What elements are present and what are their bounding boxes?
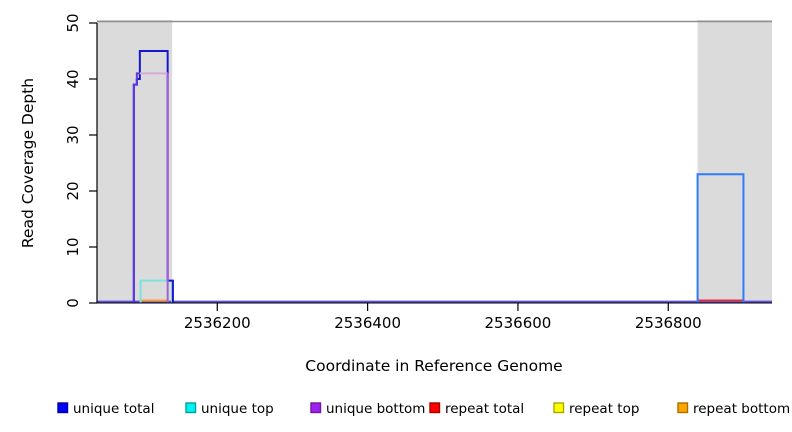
legend-swatch <box>553 402 565 414</box>
coverage-series <box>97 50 772 303</box>
x-tick-label: 2536800 <box>635 314 702 332</box>
legend-label: unique bottom <box>326 401 425 417</box>
legend-swatch <box>185 402 197 414</box>
legend-swatch <box>310 402 322 414</box>
y-tick-labels: 0 10 20 30 40 50 <box>64 13 82 307</box>
y-tick-label: 30 <box>64 125 82 144</box>
legend-item: repeat total <box>429 401 524 417</box>
shaded-regions <box>97 20 772 303</box>
legend-label: repeat bottom <box>693 401 790 417</box>
legend-label: repeat top <box>569 401 639 417</box>
legend-swatch <box>57 402 69 414</box>
legend: unique total unique top unique bottom repea… <box>57 401 790 417</box>
legend-item: repeat bottom <box>677 401 790 417</box>
unique-bottom-left-edge <box>132 72 141 303</box>
legend-item: repeat top <box>553 401 639 417</box>
y-tick-label: 10 <box>64 237 82 256</box>
x-axis-title: Coordinate in Reference Genome <box>305 357 562 375</box>
legend-item: unique total <box>57 401 154 417</box>
y-tick-label: 0 <box>64 298 82 308</box>
x-tick-label: 2536400 <box>334 314 401 332</box>
axes <box>89 22 772 311</box>
y-tick-label: 20 <box>64 181 82 200</box>
y-tick-label: 40 <box>64 69 82 88</box>
legend-swatch <box>677 402 689 414</box>
y-axis-title: Read Coverage Depth <box>19 78 37 248</box>
legend-item: unique top <box>185 401 274 417</box>
legend-label: unique top <box>201 401 274 417</box>
x-tick-labels: 2536200 2536400 2536600 2536800 <box>184 314 702 332</box>
shaded-region <box>697 20 772 303</box>
legend-label: repeat total <box>445 401 524 417</box>
x-tick-label: 2536600 <box>485 314 552 332</box>
y-tick-label: 50 <box>64 13 82 32</box>
legend-swatch <box>429 402 441 414</box>
x-tick-label: 2536200 <box>184 314 251 332</box>
legend-item: unique bottom <box>310 401 425 417</box>
right-peak-outline <box>696 173 745 303</box>
legend-label: unique total <box>73 401 154 417</box>
